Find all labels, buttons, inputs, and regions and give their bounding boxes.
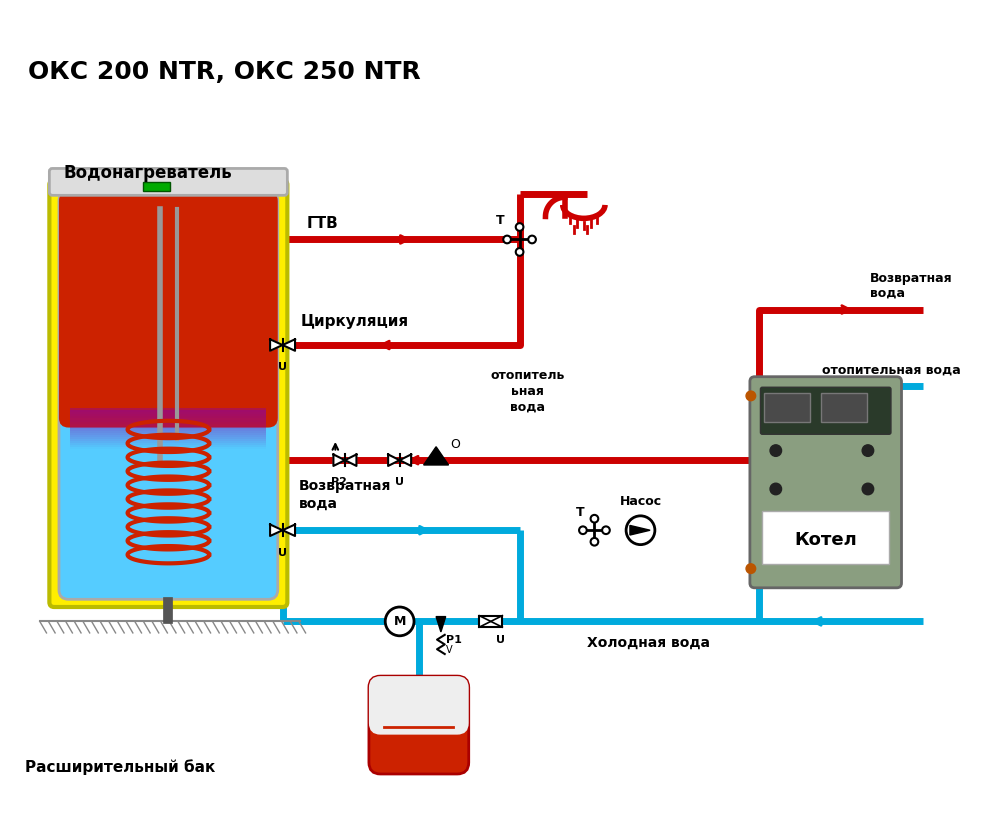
Bar [71,430,267,434]
Text: Холодная вода: Холодная вода [586,636,709,650]
Text: M: M [394,615,405,628]
Circle shape [590,515,598,523]
Text: Котел: Котел [794,530,857,549]
Bar [71,437,267,441]
Circle shape [590,538,598,545]
Text: T: T [496,214,505,227]
Polygon shape [282,339,295,351]
Bar [763,511,889,564]
Polygon shape [282,525,295,536]
Bar [71,435,267,439]
Circle shape [503,236,511,244]
Text: T: T [576,506,584,520]
Text: ОКС 200 NTR, ОКС 250 NTR: ОКС 200 NTR, ОКС 250 NTR [29,61,421,84]
Text: отопительная вода: отопительная вода [822,364,960,376]
Bar [821,393,867,422]
Polygon shape [334,455,345,466]
Circle shape [516,224,523,231]
FancyBboxPatch shape [761,387,891,435]
Text: O: O [451,439,461,451]
Bar [765,393,811,422]
Polygon shape [630,525,650,535]
Text: V: V [446,646,453,656]
Circle shape [770,445,781,456]
Circle shape [746,564,756,574]
Text: P1: P1 [446,635,461,645]
Polygon shape [400,455,411,466]
Bar [71,431,267,435]
FancyBboxPatch shape [49,168,287,195]
Bar [71,443,267,447]
Bar [71,441,267,445]
Text: Расширительный бак: Расширительный бак [26,760,215,775]
Bar [71,420,267,424]
Circle shape [602,526,610,534]
Text: U: U [278,362,287,372]
Polygon shape [345,455,356,466]
Circle shape [579,526,586,534]
FancyBboxPatch shape [59,192,277,600]
Polygon shape [388,455,400,466]
Bar [479,615,502,627]
Polygon shape [270,339,282,351]
Text: Возвратная
вода: Возвратная вода [870,272,953,299]
Text: U: U [496,635,505,645]
Bar [71,425,267,430]
Text: Водонагреватель: Водонагреватель [64,164,232,183]
Bar [71,418,267,422]
Circle shape [626,516,655,545]
Text: Насос: Насос [620,495,661,508]
FancyBboxPatch shape [369,676,468,774]
Circle shape [516,248,523,256]
Text: P2: P2 [332,477,347,487]
Bar [144,182,170,192]
FancyBboxPatch shape [59,192,277,428]
Circle shape [862,483,874,495]
Circle shape [528,236,536,244]
Bar [71,416,267,420]
Circle shape [385,607,414,636]
Bar [71,428,267,431]
Polygon shape [424,447,449,465]
Text: ГТВ: ГТВ [307,216,338,231]
Polygon shape [436,616,446,632]
FancyBboxPatch shape [750,377,901,588]
Text: Циркуляция: Циркуляция [301,314,409,329]
Bar [71,422,267,425]
Circle shape [770,483,781,495]
FancyBboxPatch shape [49,180,287,607]
Bar [71,439,267,443]
Circle shape [862,445,874,456]
Polygon shape [270,525,282,536]
Bar [71,410,267,414]
Bar [71,445,267,449]
Text: U: U [278,547,287,557]
Circle shape [746,391,756,400]
Text: отопитель
ьная
вода: отопитель ьная вода [490,369,565,414]
Bar [71,409,267,412]
Bar [71,434,267,437]
Text: U: U [396,477,404,487]
Text: Возвратная
вода: Возвратная вода [299,479,392,510]
FancyBboxPatch shape [369,676,468,735]
Bar [71,414,267,418]
Bar [71,412,267,416]
Bar [71,424,267,428]
